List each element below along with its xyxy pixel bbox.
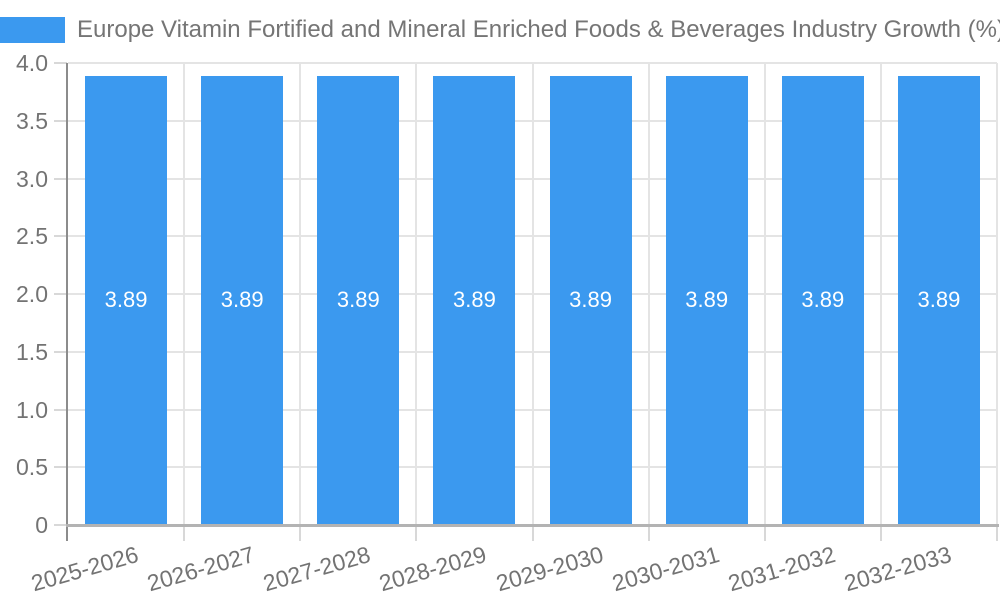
- x-tick: [183, 525, 186, 541]
- x-tick-label: 2026-2027: [144, 541, 258, 597]
- bar-value-label: 3.89: [220, 287, 264, 313]
- x-tick: [879, 525, 882, 541]
- y-tick-label: 0.5: [16, 454, 48, 481]
- y-tick-label: 1.5: [16, 338, 48, 365]
- y-tick: [54, 524, 67, 526]
- bar: 3.89: [665, 75, 748, 525]
- y-tick: [54, 235, 67, 238]
- bar: 3.89: [781, 75, 864, 525]
- bar-value-label: 3.89: [336, 287, 380, 313]
- x-axis-line: [66, 524, 999, 527]
- bar: 3.89: [317, 75, 400, 525]
- y-tick: [54, 350, 67, 353]
- y-tick-label: 3.0: [16, 165, 48, 192]
- y-tick-label: 4.0: [16, 50, 48, 76]
- y-tick: [54, 62, 67, 64]
- chart-legend: Europe Vitamin Fortified and Mineral Enr…: [0, 16, 1000, 43]
- x-grid-line: [763, 63, 766, 525]
- y-tick-label: 3.5: [16, 107, 48, 134]
- bar-value-label: 3.89: [104, 287, 148, 313]
- y-tick-label: 2.5: [16, 223, 48, 250]
- legend-swatch: [0, 16, 65, 43]
- chart-title: Europe Vitamin Fortified and Mineral Enr…: [77, 16, 1000, 43]
- x-tick-label: 2030-2031: [608, 541, 722, 597]
- y-tick: [54, 177, 67, 180]
- x-tick-label: 2032-2033: [841, 541, 955, 597]
- x-tick: [647, 525, 650, 541]
- y-tick: [54, 466, 67, 469]
- bar: 3.89: [433, 75, 516, 525]
- bar: 3.89: [85, 75, 168, 525]
- bar-value-label: 3.89: [917, 287, 961, 313]
- bar: 3.89: [201, 75, 284, 525]
- x-tick: [763, 525, 766, 541]
- x-grid-line: [415, 63, 418, 525]
- x-grid-line: [299, 63, 302, 525]
- x-grid-line: [879, 63, 882, 525]
- bar-value-label: 3.89: [453, 287, 496, 313]
- x-tick-label: 2027-2028: [260, 541, 374, 597]
- x-grid-line: [531, 63, 534, 525]
- y-tick-label: 1.0: [16, 396, 48, 423]
- y-axis-line: [66, 63, 68, 541]
- y-tick-label: 0: [35, 512, 48, 538]
- x-tick: [415, 525, 418, 541]
- y-tick: [54, 408, 67, 411]
- x-tick: [299, 525, 302, 541]
- x-tick-label: 2029-2030: [492, 541, 606, 597]
- x-grid-line: [996, 63, 998, 525]
- bar-value-label: 3.89: [685, 287, 729, 313]
- x-tick-label: 2028-2029: [376, 541, 490, 597]
- x-tick: [531, 525, 534, 541]
- x-tick-label: 2031-2032: [725, 541, 838, 597]
- y-tick: [54, 293, 67, 295]
- bar: 3.89: [897, 75, 980, 525]
- bar-value-label: 3.89: [569, 287, 612, 313]
- bar-value-label: 3.89: [801, 287, 845, 313]
- x-tick-label: 2025-2026: [28, 541, 142, 597]
- x-grid-line: [647, 63, 650, 525]
- bar: 3.89: [549, 75, 632, 525]
- y-tick: [54, 119, 67, 122]
- x-grid-line: [183, 63, 186, 525]
- y-tick-label: 2.0: [16, 281, 48, 307]
- x-tick: [996, 525, 998, 541]
